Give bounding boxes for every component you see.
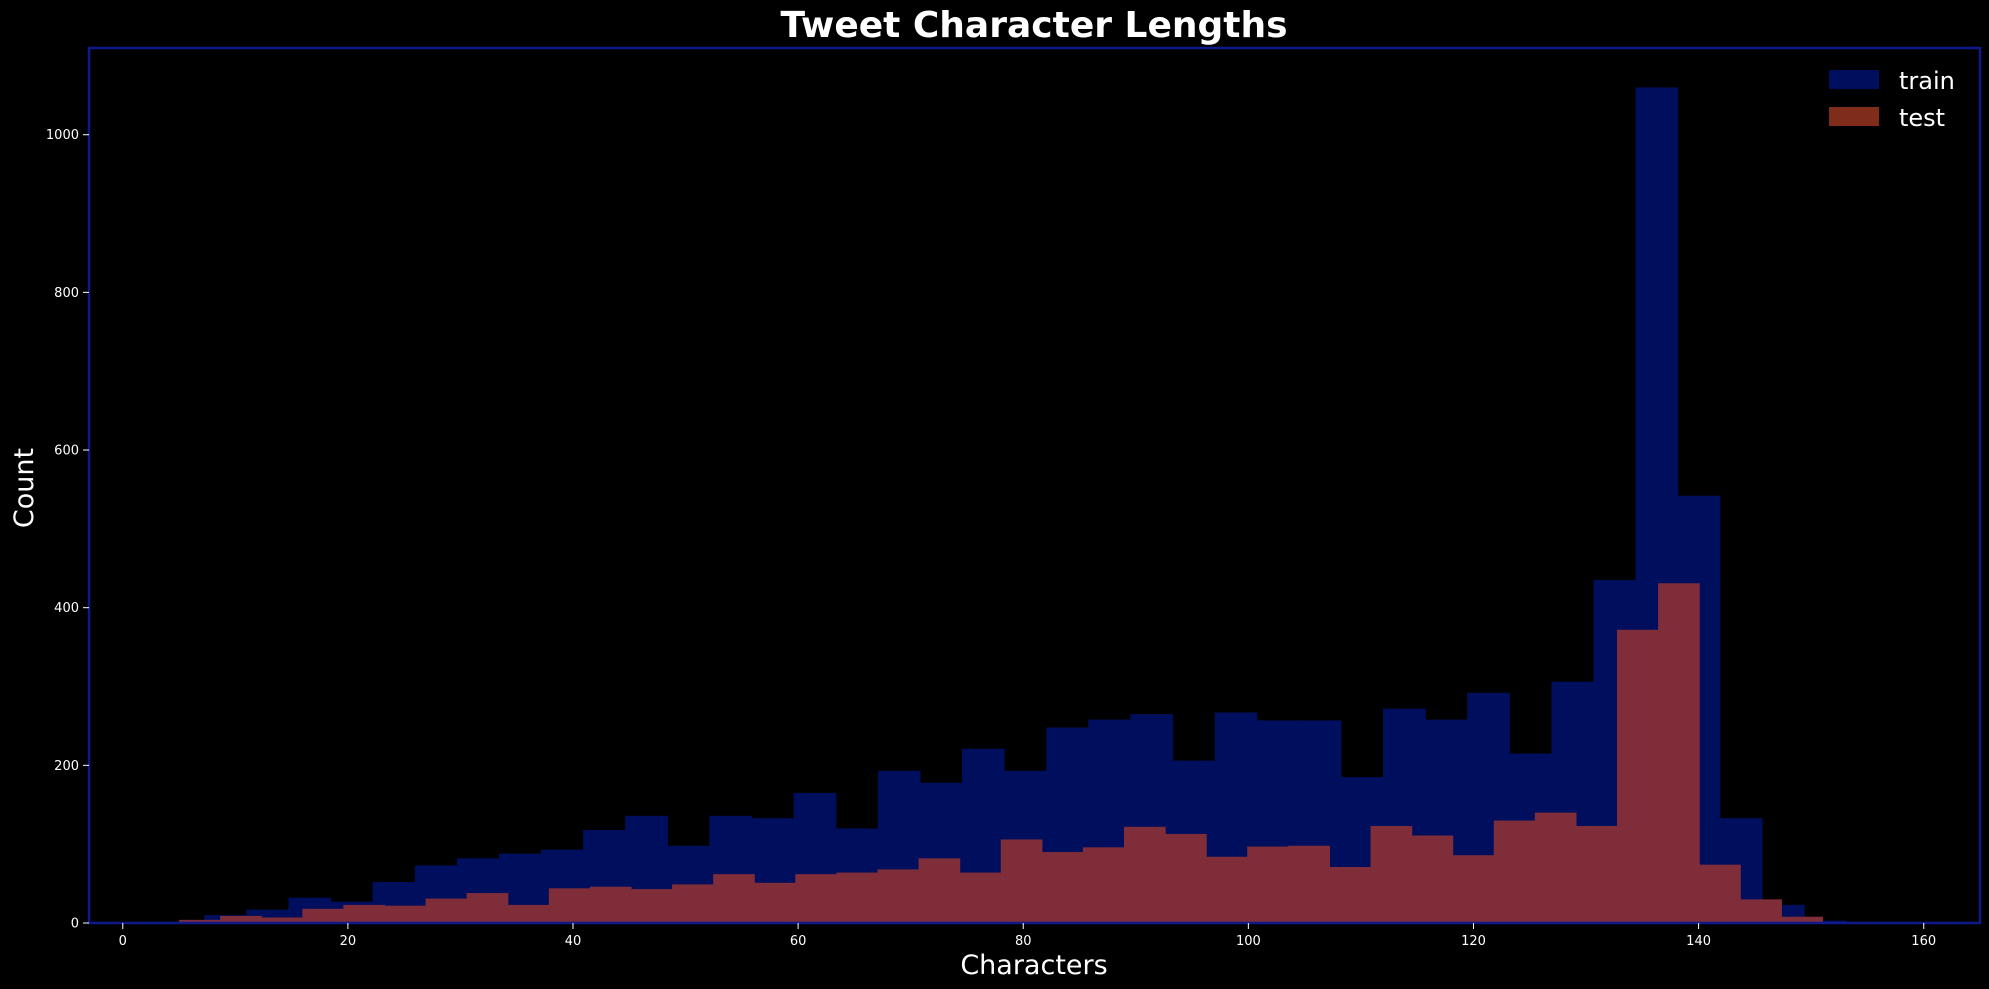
bar-test-22 [1082,847,1125,923]
bar-test-25 [1206,856,1248,923]
bar-test-13 [713,874,755,923]
x-tick-label-40: 40 [565,934,582,949]
bar-test-4 [343,904,386,923]
legend: train test [1829,67,1955,132]
bar-test-38 [1740,899,1782,923]
bar-test-27 [1288,845,1330,923]
x-tick-label-160: 160 [1911,934,1936,949]
bar-test-8 [507,904,550,923]
bar-test-29 [1370,826,1413,923]
bar-test-18 [918,858,961,923]
bar-test-9 [548,888,591,923]
bar-test-39 [1781,916,1824,923]
chart-title: Tweet Character Lengths [780,5,1287,46]
legend-label-test: test [1899,104,1945,132]
bar-test-14 [754,882,796,923]
x-tick-label-0: 0 [119,934,127,949]
bar-test-7 [466,893,509,923]
plot-frame [87,46,1982,925]
bar-test-21 [1041,852,1084,923]
bar-test-10 [589,886,632,923]
bar-test-28 [1329,867,1372,923]
y-tick-label-400: 400 [54,601,79,616]
bar-test-2 [261,917,303,923]
y-axis-label: Count [9,448,40,528]
bar-test-33 [1534,812,1577,923]
series-test-bars [179,583,1865,923]
x-tick-label-120: 120 [1461,934,1486,949]
bar-test-15 [795,874,837,923]
bar-test-32 [1493,820,1536,923]
y-tick-label-0: 0 [71,917,79,932]
bar-test-19 [959,872,1002,923]
legend-label-train: train [1899,67,1955,95]
bar-test-0 [179,919,221,923]
bar-test-16 [836,872,879,923]
bar-test-11 [630,889,673,923]
y-axis-ticks: 0 200 400 600 800 1000 [46,128,89,932]
x-tick-label-100: 100 [1236,934,1261,949]
y-tick-label-200: 200 [54,759,79,774]
bar-test-37 [1699,864,1741,923]
x-axis-label: Characters [960,950,1107,981]
bar-test-36 [1658,583,1700,923]
bar-test-35 [1617,629,1659,923]
bar-test-12 [672,884,714,923]
x-tick-label-140: 140 [1686,934,1711,949]
bar-test-20 [1000,839,1043,923]
bar-test-26 [1247,846,1289,923]
x-axis-ticks: 0 20 40 60 80 100 120 140 160 [119,923,1936,949]
legend-swatch-test [1829,107,1879,126]
y-tick-label-800: 800 [54,286,79,301]
legend-swatch-train [1829,70,1879,89]
bar-test-34 [1575,826,1618,923]
bar-test-3 [302,908,344,923]
bar-test-6 [425,898,468,923]
bar-test-31 [1452,855,1495,923]
y-tick-label-1000: 1000 [46,128,79,143]
y-tick-label-600: 600 [54,444,79,459]
bar-test-23 [1123,826,1166,923]
bar-test-17 [877,869,920,923]
bar-test-30 [1411,835,1454,923]
bar-test-5 [384,905,427,923]
bar-test-1 [220,915,262,923]
x-tick-label-60: 60 [790,934,807,949]
x-tick-label-80: 80 [1015,934,1032,949]
bar-test-24 [1165,833,1207,923]
x-tick-label-20: 20 [340,934,357,949]
